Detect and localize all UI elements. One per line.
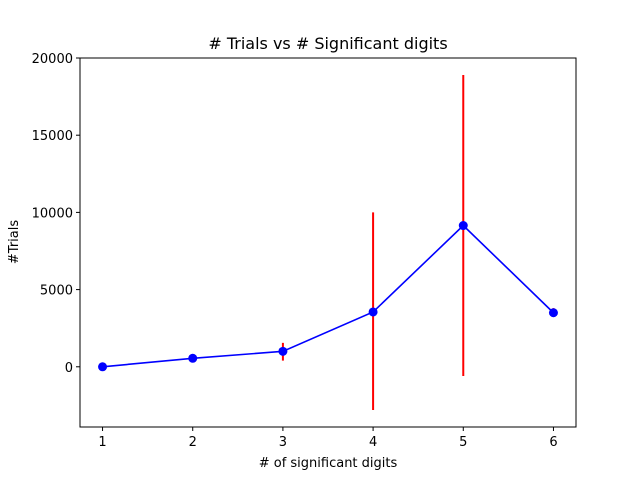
plot-frame xyxy=(79,57,577,428)
data-point-1 xyxy=(98,362,108,372)
data-point-4 xyxy=(368,307,378,317)
x-tick-label-1: 1 xyxy=(98,435,106,450)
x-tick-label-3: 3 xyxy=(279,435,287,450)
data-point-6 xyxy=(548,308,558,318)
y-tick-label-15000: 15000 xyxy=(32,129,73,144)
data-point-5 xyxy=(458,221,468,231)
plot-layer xyxy=(98,74,558,411)
x-tick-label-2: 2 xyxy=(189,435,197,450)
y-tick-label-10000: 10000 xyxy=(32,206,73,221)
series-line-0 xyxy=(102,224,555,368)
x-tick-label-4: 4 xyxy=(369,435,377,450)
x-tick-label-6: 6 xyxy=(549,435,557,450)
data-point-3 xyxy=(278,346,288,356)
y-axis-label: #Trials xyxy=(7,220,22,264)
data-point-2 xyxy=(188,353,198,363)
chart-title: # Trials vs # Significant digits xyxy=(208,34,447,53)
y-tick-label-20000: 20000 xyxy=(32,52,73,67)
y-tick-label-5000: 5000 xyxy=(40,284,73,299)
x-axis-label: # of significant digits xyxy=(259,456,398,471)
ticks-layer: 1 2 3 4 5 6 0 5000 10000 15000 20000 xyxy=(32,52,558,450)
x-tick-label-5: 5 xyxy=(459,435,467,450)
y-tick-label-0: 0 xyxy=(65,361,73,376)
